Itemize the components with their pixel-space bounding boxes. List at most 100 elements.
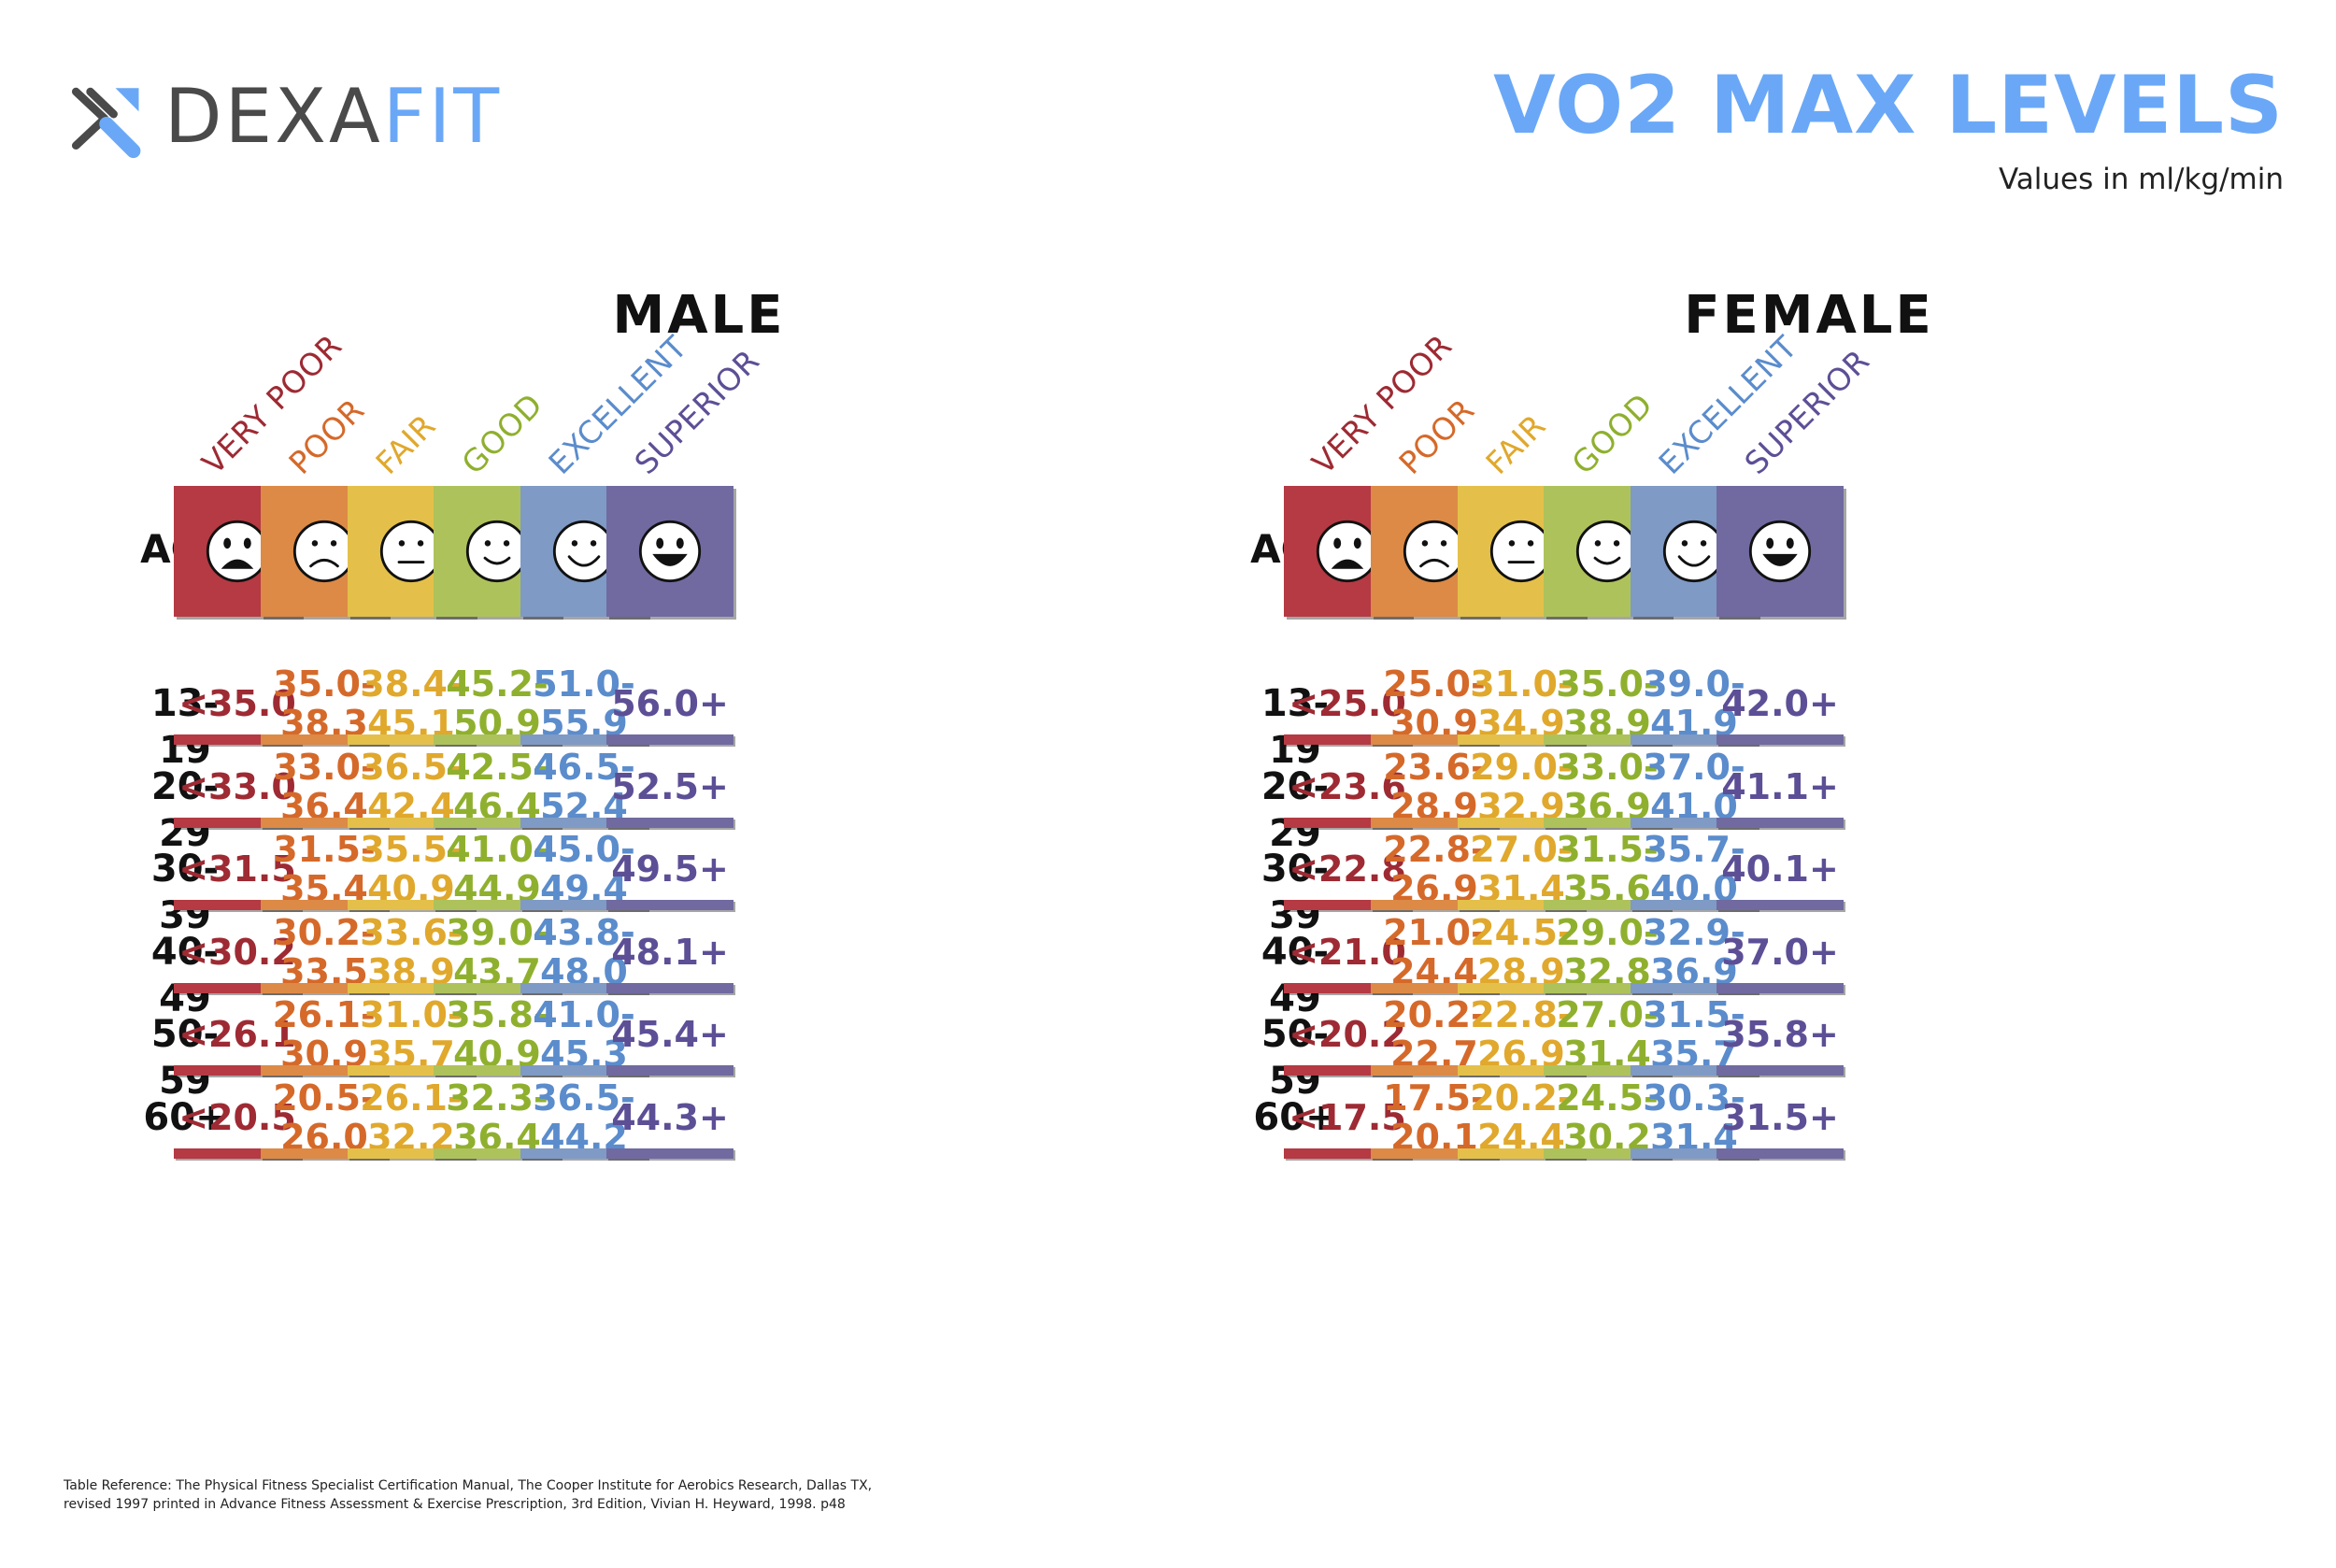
gender-title: FEMALE <box>1684 285 1934 346</box>
value-text: 35.8+ <box>1721 1014 1839 1055</box>
value-text: 45.0- 49.4 <box>533 829 635 909</box>
value-text: <35.0 <box>178 683 296 724</box>
value-text: 31.5+ <box>1721 1096 1839 1138</box>
value-text: <20.2 <box>1289 1014 1406 1055</box>
value-cell: <26.1 <box>174 994 301 1075</box>
value-text: <26.1 <box>178 1014 296 1055</box>
cell-underline-bar <box>1544 1147 1671 1159</box>
cell-underline-bar <box>261 734 388 745</box>
category-face-box <box>1716 486 1844 617</box>
category-label-text: FAIR <box>368 406 443 481</box>
cell-underline-bar <box>1458 900 1585 910</box>
value-text: 45.4+ <box>611 1014 729 1055</box>
cell-underline-bar <box>261 900 388 910</box>
value-cell: <35.0 <box>174 663 301 744</box>
cell-underline-bar <box>1284 1147 1411 1159</box>
cell-underline-bar <box>261 1065 388 1076</box>
value-cell: 49.5+ <box>606 829 734 909</box>
value-text: <20.5 <box>178 1096 296 1138</box>
value-cell: 45.0- 49.4 <box>520 829 648 909</box>
age-group-label: 60+ <box>143 1095 227 1139</box>
happy-face-icon <box>552 520 616 583</box>
cell-underline-bar <box>1631 1147 1758 1159</box>
male-heading: MALE <box>129 285 1157 346</box>
cell-underline-bar <box>174 1147 301 1159</box>
value-cell: <22.8 <box>1284 829 1411 909</box>
cell-underline-bar <box>1716 900 1844 910</box>
cell-underline-bar <box>606 817 734 828</box>
cell-underline-bar <box>1544 1065 1671 1076</box>
smile-face-icon <box>1575 520 1639 583</box>
logo-wordmark: DEXAFIT <box>164 79 502 154</box>
value-text: 31.5- 35.7 <box>1643 994 1745 1075</box>
cell-underline-bar <box>174 900 301 910</box>
value-cell: <33.0 <box>174 747 301 827</box>
value-text: 30.2- 33.5 <box>273 911 376 992</box>
sad-face-icon <box>292 520 356 583</box>
cell-underline-bar <box>261 817 388 828</box>
value-cell: 31.5+ <box>1716 1077 1844 1158</box>
cell-underline-bar <box>1284 734 1411 745</box>
cell-underline-bar <box>1631 982 1758 993</box>
cell-underline-bar <box>606 1147 734 1159</box>
value-text: <25.0 <box>1289 683 1406 724</box>
page-title: VO2 MAX LEVELS <box>1493 59 2284 152</box>
footnote-line-2: revised 1997 printed in Advance Fitness … <box>64 1497 846 1512</box>
value-cell: 42.0+ <box>1716 663 1844 744</box>
footnote-line-1: Table Reference: The Physical Fitness Sp… <box>64 1478 873 1493</box>
cell-underline-bar <box>434 900 561 910</box>
value-cell: 27.0- 31.4 <box>1544 994 1671 1075</box>
cell-underline-bar <box>1284 1065 1411 1076</box>
cell-underline-bar <box>1631 817 1758 828</box>
cell-underline-bar <box>1284 982 1411 993</box>
value-text: 52.5+ <box>611 765 729 807</box>
cell-underline-bar <box>606 1065 734 1076</box>
cell-underline-bar <box>261 982 388 993</box>
age-group-label: 20-29 <box>150 764 220 855</box>
value-cell: 35.0- 38.3 <box>261 663 388 744</box>
gender-title: MALE <box>612 285 786 346</box>
value-cell: <31.5 <box>174 829 301 909</box>
value-cell: 40.1+ <box>1716 829 1844 909</box>
cell-underline-bar <box>174 817 301 828</box>
cell-underline-bar <box>1716 1147 1844 1159</box>
age-group-label: 13-19 <box>1261 682 1330 772</box>
female-heading: FEMALE <box>1239 285 2267 346</box>
value-cell: 52.5+ <box>606 747 734 827</box>
value-text: <22.8 <box>1289 848 1406 890</box>
category-label-text: GOOD <box>1564 386 1660 481</box>
age-group-label: 40-49 <box>1261 930 1330 1020</box>
cell-underline-bar <box>1631 734 1758 745</box>
value-cell: <20.2 <box>1284 994 1411 1075</box>
value-cell: 45.4+ <box>606 994 734 1075</box>
dexafit-x-icon <box>71 87 141 159</box>
cell-underline-bar <box>261 1147 388 1159</box>
cell-underline-bar <box>1716 734 1844 745</box>
cell-underline-bar <box>606 900 734 910</box>
value-cell: 26.1- 30.9 <box>261 994 388 1075</box>
value-text: <30.2 <box>178 931 296 973</box>
cell-underline-bar <box>520 817 648 828</box>
cell-underline-bar <box>1284 817 1411 828</box>
value-text: 41.1+ <box>1721 765 1839 807</box>
value-text: 49.5+ <box>611 848 729 890</box>
cell-underline-bar <box>1371 1147 1498 1159</box>
cell-underline-bar <box>1458 1065 1585 1076</box>
value-text: 37.0+ <box>1721 931 1839 973</box>
value-cell: 31.5- 35.7 <box>1631 994 1758 1075</box>
category-label-text: FAIR <box>1478 406 1553 481</box>
cell-underline-bar <box>348 1065 475 1076</box>
grin-face-icon <box>638 520 702 583</box>
cell-underline-bar <box>1716 982 1844 993</box>
cell-underline-bar <box>174 734 301 745</box>
age-group-label: 60+ <box>1253 1095 1337 1139</box>
cell-underline-bar <box>1544 817 1671 828</box>
value-cell: 41.1+ <box>1716 747 1844 827</box>
value-cell: 44.3+ <box>606 1077 734 1158</box>
cell-underline-bar <box>1458 982 1585 993</box>
dexafit-logo: DEXAFIT <box>60 65 502 168</box>
cell-underline-bar <box>434 1065 561 1076</box>
value-text: 42.0+ <box>1721 683 1839 724</box>
category-face-box <box>606 486 734 617</box>
value-cell: <21.0 <box>1284 912 1411 992</box>
